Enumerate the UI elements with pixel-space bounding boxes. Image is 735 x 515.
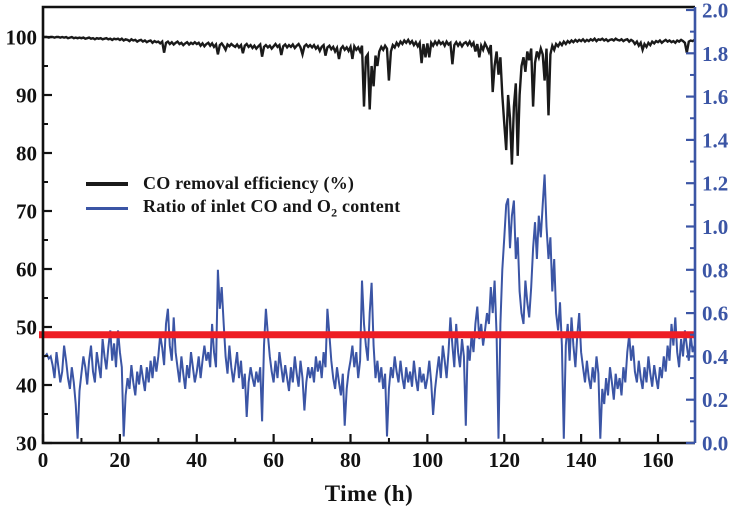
right-tick-label: 0.0 (702, 432, 728, 456)
x-axis-title: Time (h) (324, 481, 414, 506)
right-tick-label: 1.8 (702, 42, 728, 66)
left-tick-label: 30 (16, 432, 37, 456)
x-tick-label: 20 (109, 448, 130, 472)
legend-item-ratio: Ratio of inlet CO and O2 content (86, 196, 400, 221)
right-axis: 0.0 0.2 0.4 0.6 0.8 1.0 1.2 1.4 1.6 1.8 2.0 (686, 0, 729, 456)
right-tick-label: 0.6 (702, 302, 728, 326)
left-axis: 30 40 50 60 70 80 90 100 (6, 26, 52, 456)
left-tick-label: 50 (16, 316, 37, 340)
right-tick-label: 1.6 (702, 85, 728, 109)
legend-label-ratio-prefix: Ratio of inlet CO and O (143, 196, 332, 217)
right-tick-label: 0.8 (702, 258, 728, 282)
right-tick-label: 2.0 (702, 0, 728, 23)
legend-item-co-efficiency: CO removal efficiency (%) (86, 171, 400, 196)
right-tick-label: 0.4 (702, 345, 729, 369)
ratio-line-swatch (86, 206, 128, 211)
left-tick-label: 40 (16, 374, 37, 398)
x-tick-label: 40 (186, 448, 207, 472)
right-tick-label: 0.2 (702, 388, 728, 412)
legend-label-ratio-suffix: content (337, 196, 401, 217)
plot-frame (41, 5, 697, 445)
left-tick-label: 80 (16, 142, 37, 166)
right-tick-label: 1.0 (702, 215, 728, 239)
right-tick-label: 1.2 (702, 172, 728, 196)
frame-black-sides (41, 5, 695, 445)
x-tick-label: 120 (489, 448, 521, 472)
x-tick-label: 100 (412, 448, 444, 472)
left-tick-label: 90 (16, 84, 37, 108)
left-tick-label: 100 (6, 26, 38, 50)
right-tick-label: 1.4 (702, 128, 729, 152)
x-axis: 0 20 40 60 80 100 120 140 160 (38, 434, 674, 472)
series-layer (43, 35, 696, 439)
legend-label-ratio-subscript: 2 (331, 205, 338, 220)
x-tick-label: 80 (340, 448, 361, 472)
left-tick-label: 70 (16, 200, 37, 224)
left-tick-label: 60 (16, 258, 37, 282)
x-tick-label: 0 (38, 448, 49, 472)
x-tick-label: 140 (565, 448, 597, 472)
legend-label-co-efficiency: CO removal efficiency (%) (143, 173, 355, 193)
legend: CO removal efficiency (%) Ratio of inlet… (86, 171, 400, 221)
x-tick-label: 160 (642, 448, 674, 472)
legend-label-ratio: Ratio of inlet CO and O2 content (143, 196, 400, 221)
co-efficiency-line-swatch (86, 181, 128, 186)
co-efficiency-series (43, 35, 696, 165)
x-tick-label: 60 (263, 448, 284, 472)
